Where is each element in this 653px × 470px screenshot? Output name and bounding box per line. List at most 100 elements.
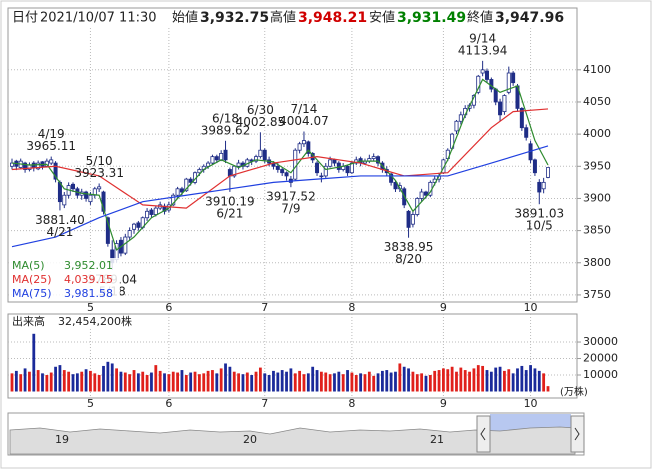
annotation-date: 4/19 — [38, 127, 65, 141]
y-tick-label: 3750 — [583, 288, 611, 301]
candle-body — [541, 181, 546, 190]
navigator-handle-right[interactable] — [570, 415, 585, 453]
candle-body — [44, 160, 49, 167]
annotation-price: 4004.07 — [279, 114, 329, 128]
header-label: 日付 — [12, 11, 38, 26]
ma-line — [11, 78, 549, 251]
volume-bar — [97, 375, 101, 392]
candle-body — [23, 162, 28, 170]
legend-name: MA(5) — [12, 259, 45, 272]
ma-line — [11, 108, 549, 209]
candle-body — [323, 165, 328, 177]
volume-bar — [254, 371, 258, 392]
volume-bar — [106, 361, 110, 392]
candle-body — [393, 181, 398, 190]
volume-bar — [311, 366, 315, 392]
volume-header-box — [9, 315, 139, 329]
candle-body — [524, 127, 529, 138]
candle-body — [236, 162, 241, 167]
annotation-date: 6/21 — [216, 206, 243, 220]
volume-bar — [184, 375, 188, 392]
volume-bar — [481, 365, 485, 392]
volume-bar — [455, 371, 458, 392]
candle-body — [410, 214, 415, 225]
candle-body — [546, 167, 551, 178]
x-tick-label: 6 — [165, 301, 172, 314]
ma-line — [11, 145, 549, 248]
annotation-date: 9/14 — [469, 31, 496, 45]
volume-bar — [319, 371, 323, 392]
candle-body — [84, 191, 89, 199]
candle-body — [371, 156, 376, 159]
volume-bar — [263, 373, 267, 392]
volume-bar — [489, 371, 493, 392]
volume-bar — [394, 371, 397, 392]
y-tick-label: 3850 — [583, 224, 611, 237]
volume-bar — [537, 370, 541, 392]
legend-value: 3,981.58 — [64, 287, 113, 300]
volume-bar — [529, 365, 532, 392]
volume-bar — [359, 373, 363, 392]
candle-body — [480, 69, 485, 74]
candle-body — [376, 156, 381, 164]
volume-bar — [80, 371, 84, 392]
volume-bar — [463, 370, 467, 392]
volume-bar — [28, 371, 31, 392]
navigator — [7, 412, 585, 456]
volume-bar — [110, 363, 114, 392]
volume-bar — [189, 372, 193, 392]
volume-bar — [132, 370, 136, 392]
volume-bar — [250, 375, 254, 392]
candle-body — [262, 149, 267, 161]
candle-body — [145, 210, 150, 219]
volume-bar — [67, 371, 71, 392]
volume-bar — [285, 371, 288, 392]
volume-bar — [167, 374, 171, 392]
candle-body — [423, 191, 428, 196]
volume-tick-label: 10000 — [583, 368, 618, 381]
volume-bar — [520, 365, 524, 392]
candle-body — [88, 194, 93, 203]
candle-body — [315, 162, 320, 174]
candle-body — [254, 156, 259, 162]
volume-bar — [272, 370, 275, 392]
volume-bar — [54, 366, 57, 392]
volume-bar — [49, 372, 53, 392]
candle-body — [219, 153, 224, 161]
candle-body — [188, 178, 193, 183]
candle-body — [105, 217, 110, 244]
annotation-date: 10/5 — [526, 219, 553, 233]
volume-bar — [324, 372, 328, 392]
candle-body — [132, 223, 137, 230]
volume-bar — [398, 363, 402, 392]
x-tick-label: 5 — [87, 397, 94, 410]
volume-bar — [136, 373, 140, 392]
annotation-price: 3881.40 — [35, 213, 85, 227]
volume-bar — [158, 370, 162, 392]
candle-body — [328, 159, 333, 167]
candle-body — [454, 120, 459, 132]
candle-body — [297, 143, 302, 151]
volume-bar — [533, 368, 537, 392]
volume-bar — [468, 371, 471, 392]
volume-bar — [276, 372, 280, 392]
volume-bar — [420, 373, 424, 392]
volume-bar — [503, 370, 506, 392]
volume-bar — [459, 367, 463, 392]
volume-bar — [402, 366, 406, 392]
volume-bar — [10, 373, 14, 392]
navigator-handle-left[interactable] — [476, 415, 491, 453]
volume-bar — [23, 368, 27, 392]
annotation-date: 7/9 — [281, 202, 300, 216]
navigator-label: 21 — [430, 433, 444, 446]
volume-bar — [115, 368, 118, 392]
volume-bar — [328, 374, 332, 392]
annotation-date: 7/14 — [290, 102, 317, 116]
volume-bar — [206, 370, 210, 392]
volume-bar — [446, 369, 450, 392]
candle-body — [458, 114, 463, 122]
volume-bar — [123, 372, 127, 392]
annotation-price: 3891.03 — [514, 207, 564, 221]
x-tick-label: 10 — [524, 397, 538, 410]
